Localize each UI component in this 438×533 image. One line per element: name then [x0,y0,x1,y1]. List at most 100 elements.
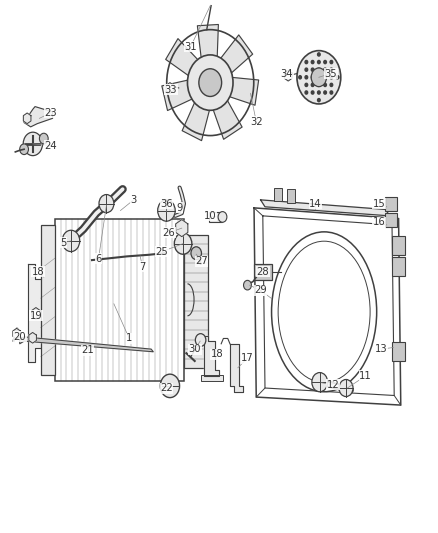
Circle shape [318,91,320,94]
Text: 15: 15 [372,199,385,208]
Polygon shape [23,113,31,124]
Text: 19: 19 [29,311,42,320]
Circle shape [20,144,28,155]
Text: 26: 26 [162,228,175,238]
Circle shape [299,76,301,79]
Text: 20: 20 [14,332,26,342]
Circle shape [195,334,206,346]
Polygon shape [198,25,219,60]
Text: 17: 17 [241,353,254,363]
Circle shape [318,83,320,86]
Bar [385,197,397,211]
Circle shape [158,200,175,221]
Circle shape [330,91,333,94]
Circle shape [199,69,222,96]
Text: 7: 7 [139,262,145,271]
Text: 5: 5 [60,238,67,247]
Circle shape [311,60,314,63]
Polygon shape [32,308,40,319]
Circle shape [330,76,333,79]
Circle shape [330,83,333,86]
Bar [392,257,405,276]
Circle shape [312,373,328,392]
Polygon shape [28,264,45,362]
Bar [201,375,223,381]
Circle shape [218,212,227,222]
Bar [55,219,184,381]
Polygon shape [20,337,153,352]
Circle shape [311,68,326,86]
Text: 34: 34 [281,69,293,78]
Bar [392,236,405,255]
Circle shape [305,76,307,79]
Text: 1: 1 [126,334,132,343]
Text: 23: 23 [44,108,57,118]
Circle shape [324,91,326,94]
Text: 6: 6 [95,254,102,263]
Bar [385,213,397,227]
Text: 13: 13 [375,344,387,354]
Text: 2: 2 [258,286,264,295]
Circle shape [318,53,320,56]
Text: 21: 21 [81,345,94,355]
Circle shape [187,55,233,110]
Polygon shape [166,38,199,77]
Text: 14: 14 [309,199,321,208]
Polygon shape [162,80,194,110]
Text: 11: 11 [359,371,372,381]
Circle shape [324,83,326,86]
Circle shape [311,91,314,94]
Polygon shape [24,107,53,127]
Text: 16: 16 [372,217,385,227]
Text: 28: 28 [257,267,269,277]
Bar [41,225,55,375]
Text: 25: 25 [155,247,169,256]
Polygon shape [212,99,242,139]
Circle shape [99,195,114,213]
Text: 30: 30 [189,344,201,354]
Polygon shape [230,344,243,392]
Polygon shape [228,77,259,105]
Polygon shape [13,328,21,339]
Bar [392,342,405,361]
Circle shape [339,379,353,397]
Bar [209,212,222,222]
Text: 22: 22 [160,383,173,393]
Polygon shape [176,220,188,237]
Circle shape [23,132,42,156]
Circle shape [311,68,314,71]
Circle shape [305,60,307,63]
Circle shape [318,68,320,71]
Text: 18: 18 [32,267,44,277]
Circle shape [174,233,192,254]
Circle shape [39,133,48,144]
Text: 31: 31 [184,42,197,52]
Circle shape [336,76,339,79]
Circle shape [330,60,333,63]
Text: 32: 32 [250,117,262,126]
Circle shape [62,230,80,252]
Circle shape [330,68,333,71]
Text: 24: 24 [44,141,57,150]
Text: 18: 18 [211,350,223,359]
Polygon shape [261,200,390,216]
Text: 9: 9 [177,203,183,213]
Text: 29: 29 [254,286,267,295]
Text: 35: 35 [325,69,337,78]
Polygon shape [284,70,292,81]
Polygon shape [219,35,253,74]
Circle shape [305,83,307,86]
Circle shape [311,83,314,86]
Circle shape [244,280,251,290]
Circle shape [305,91,307,94]
Circle shape [318,76,320,79]
Circle shape [324,76,326,79]
Text: 27: 27 [195,256,208,266]
Text: 33: 33 [165,85,177,94]
Circle shape [324,68,326,71]
Circle shape [311,76,314,79]
Circle shape [318,99,320,102]
Polygon shape [166,83,174,93]
Circle shape [324,60,326,63]
Circle shape [160,374,180,398]
